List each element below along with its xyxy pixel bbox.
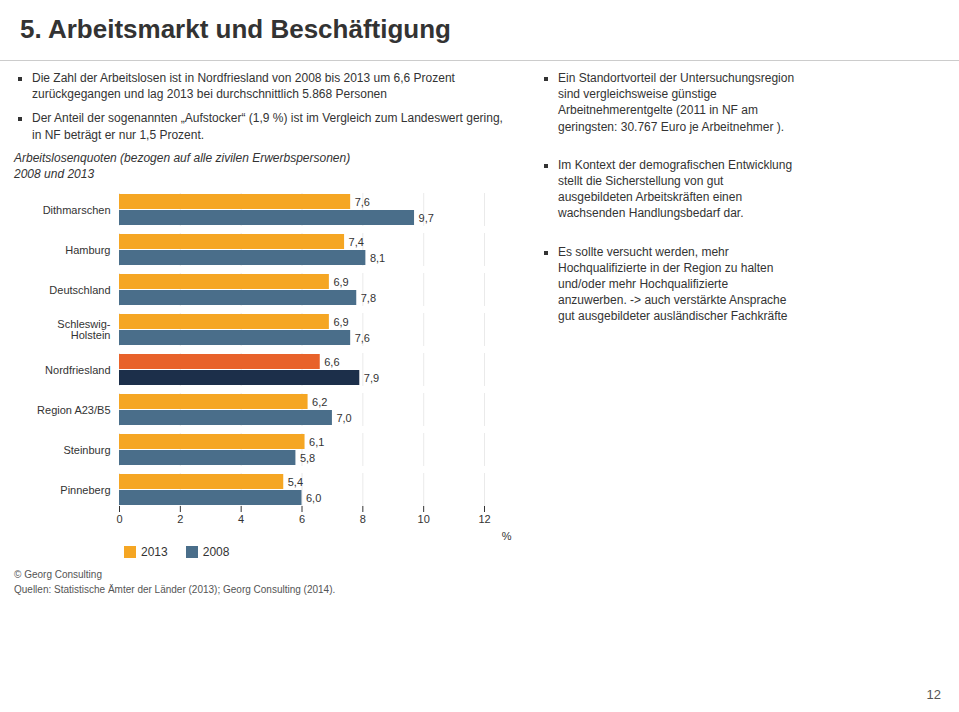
svg-text:Hamburg: Hamburg	[65, 243, 110, 255]
svg-text:%: %	[502, 529, 512, 541]
svg-text:6: 6	[299, 513, 305, 525]
svg-text:9,7: 9,7	[419, 211, 434, 223]
html-text:2013: 2013	[141, 544, 168, 559]
svg-text:7,8: 7,8	[361, 291, 376, 303]
html-text:© Georg Consulting: © Georg Consulting	[14, 568, 102, 580]
svg-text:5,8: 5,8	[300, 451, 315, 463]
html-text:5. Arbeitsmarkt und Beschäftig: 5. Arbeitsmarkt und Beschäftigung	[20, 14, 451, 44]
svg-text:Pinneberg: Pinneberg	[60, 483, 110, 495]
svg-text:6,0: 6,0	[306, 491, 321, 503]
svg-text:2: 2	[177, 513, 183, 525]
html-text:Ein Standortvorteil der Unters: Ein Standortvorteil der Untersuchungsreg…	[558, 71, 795, 134]
svg-text:7,0: 7,0	[336, 411, 351, 423]
svg-text:Nordfriesland: Nordfriesland	[45, 363, 110, 375]
svg-text:0: 0	[116, 513, 122, 525]
svg-text:10: 10	[418, 513, 430, 525]
html-text:2008: 2008	[202, 544, 230, 559]
svg-text:6,9: 6,9	[333, 315, 348, 327]
html-text:Arbeitslosenquoten (bezogen au: Arbeitslosenquoten (bezogen auf alle ziv…	[14, 150, 351, 165]
svg-text:Deutschland: Deutschland	[49, 283, 110, 295]
html-text:Quellen: Statistische Ämter de: Quellen: Statistische Ämter der Länder (…	[14, 583, 336, 595]
svg-text:7,6: 7,6	[355, 331, 370, 343]
svg-text:8,1: 8,1	[370, 251, 385, 263]
html-text:Der Anteil der sogenannten „Au: Der Anteil der sogenannten „Aufstocker“ …	[32, 111, 503, 142]
html-text:Im Kontext der demografischen: Im Kontext der demografischen Entwicklun…	[558, 157, 793, 221]
svg-text:5,4: 5,4	[288, 475, 303, 487]
html-text:12: 12	[926, 687, 941, 702]
svg-text:Schleswig-Holstein: Schleswig-Holstein	[57, 318, 111, 341]
svg-text:6,6: 6,6	[324, 355, 339, 367]
svg-text:4: 4	[238, 513, 244, 525]
html-text:Es sollte versucht werden, meh: Es sollte versucht werden, mehr Hochqual…	[558, 244, 788, 324]
svg-text:12: 12	[478, 513, 490, 525]
svg-text:8: 8	[360, 513, 366, 525]
html-text:2008 und 2013: 2008 und 2013	[14, 166, 95, 181]
html-text:Die Zahl der Arbeitslosen ist: Die Zahl der Arbeitslosen ist in Nordfri…	[32, 71, 455, 102]
svg-text:7,9: 7,9	[364, 371, 379, 383]
svg-text:6,1: 6,1	[309, 435, 324, 447]
svg-text:Steinburg: Steinburg	[63, 443, 110, 455]
svg-text:Region A23/B5: Region A23/B5	[37, 403, 110, 415]
svg-text:Dithmarschen: Dithmarschen	[43, 203, 111, 215]
svg-text:6,9: 6,9	[333, 275, 348, 287]
svg-text:6,2: 6,2	[312, 395, 327, 407]
svg-text:7,6: 7,6	[355, 195, 370, 207]
svg-text:7,4: 7,4	[349, 235, 364, 247]
